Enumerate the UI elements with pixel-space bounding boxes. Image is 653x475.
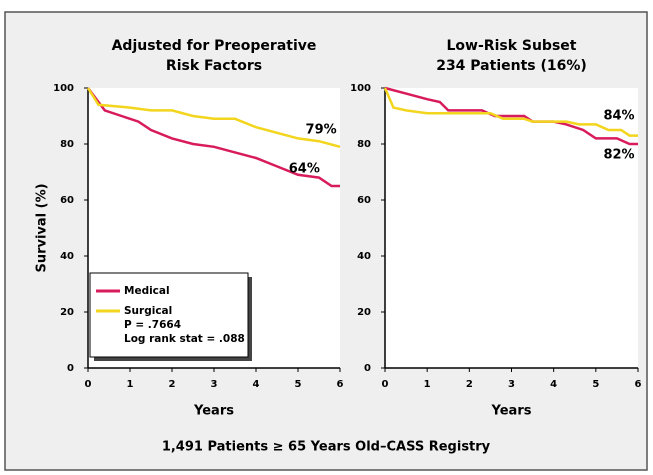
y-tick-label: 100 [53, 83, 74, 94]
x-tick-label: 0 [382, 379, 389, 390]
annotation: 84% [603, 109, 634, 124]
survival-line [86, 87, 341, 149]
survival-line [383, 87, 638, 137]
panel-title: Low-Risk Subset [447, 38, 577, 54]
legend-note: Log rank stat = .088 [124, 333, 245, 345]
annotation: 82% [603, 148, 634, 163]
caption: 1,491 Patients ≥ 65 Years Old–CASS Regis… [162, 440, 491, 455]
x-axis-title: Years [193, 404, 234, 419]
legend-label: Surgical [124, 305, 172, 317]
y-axis-title: Survival (%) [35, 183, 50, 272]
x-axis-title: Years [491, 404, 532, 419]
legend-note: P = .7664 [124, 319, 181, 331]
x-tick-label: 1 [424, 379, 431, 390]
x-tick-label: 4 [253, 379, 260, 390]
panel-title: Adjusted for Preoperative [112, 38, 317, 54]
x-tick-label: 2 [466, 379, 473, 390]
y-tick-label: 100 [350, 83, 371, 94]
x-tick-label: 6 [635, 379, 642, 390]
y-tick-label: 40 [357, 251, 371, 262]
y-tick-label: 0 [364, 363, 371, 374]
y-tick-label: 80 [60, 139, 74, 150]
x-tick-label: 0 [85, 379, 92, 390]
annotation: 64% [289, 162, 320, 177]
survival-line [87, 87, 340, 188]
panel-title: Risk Factors [166, 58, 262, 74]
annotation: 79% [306, 123, 337, 138]
y-tick-label: 20 [60, 307, 74, 318]
y-tick-label: 60 [60, 195, 74, 206]
legend-label: Medical [124, 285, 170, 297]
y-tick-label: 40 [60, 251, 74, 262]
y-tick-label: 80 [357, 139, 371, 150]
panel-title: 234 Patients (16%) [436, 58, 587, 74]
y-tick-label: 20 [357, 307, 371, 318]
y-tick-label: 60 [357, 195, 371, 206]
x-tick-label: 5 [295, 379, 302, 390]
x-tick-label: 5 [592, 379, 599, 390]
x-tick-label: 3 [508, 379, 515, 390]
survival-line [384, 86, 638, 146]
plot-area [385, 88, 638, 368]
x-tick-label: 6 [337, 379, 344, 390]
x-tick-label: 4 [550, 379, 557, 390]
legend-box [89, 272, 249, 358]
x-tick-label: 3 [211, 379, 218, 390]
x-tick-label: 2 [169, 379, 176, 390]
y-tick-label: 0 [67, 363, 74, 374]
x-tick-label: 1 [127, 379, 134, 390]
